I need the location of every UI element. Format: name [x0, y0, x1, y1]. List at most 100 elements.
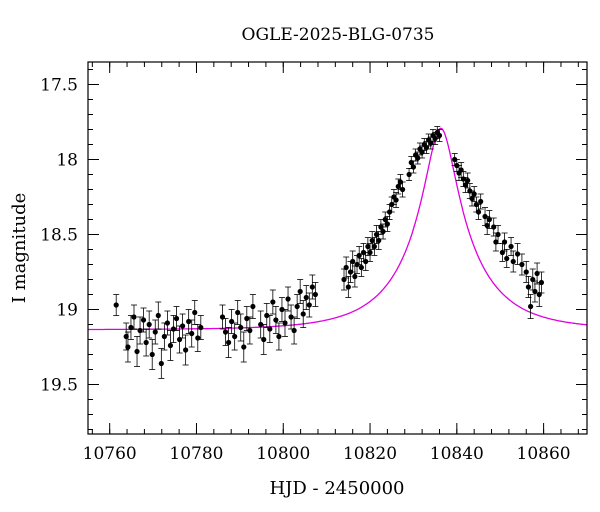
data-point [495, 231, 501, 238]
data-point [146, 321, 152, 328]
data-point [378, 224, 384, 230]
data-point [345, 284, 351, 290]
data-point [143, 339, 149, 346]
data-point [250, 303, 256, 310]
data-point [484, 222, 490, 229]
data-point [393, 197, 399, 203]
y-tick-label: 18 [56, 151, 78, 171]
y-axis-label: I magnitude [9, 193, 30, 304]
data-point [525, 284, 532, 290]
data-point [376, 237, 382, 244]
data-point [356, 252, 362, 259]
data-point [410, 164, 417, 170]
x-tick-label: 10760 [83, 444, 137, 464]
data-point [436, 132, 443, 139]
data-point [363, 258, 369, 265]
data-point [192, 309, 198, 316]
data-point [519, 261, 525, 268]
x-tick-label: 10780 [169, 444, 223, 464]
data-point [267, 326, 273, 332]
data-point [395, 183, 401, 190]
data-point [179, 323, 186, 329]
data-point [365, 243, 371, 250]
data-point [538, 279, 545, 286]
data-point [264, 312, 270, 319]
data-point [514, 251, 521, 257]
data-point [279, 306, 285, 313]
model-curve [88, 127, 588, 331]
data-point [350, 258, 356, 265]
data-point [270, 299, 276, 305]
data-point [504, 255, 510, 262]
data-point [125, 344, 131, 350]
data-point [149, 351, 155, 358]
data-point [158, 360, 164, 367]
data-point [276, 333, 282, 340]
data-point [123, 333, 129, 340]
data-point [415, 155, 421, 161]
data-point [469, 195, 475, 202]
data-point [491, 224, 497, 230]
data-point [294, 303, 300, 310]
y-tick-label: 17.5 [40, 76, 78, 96]
data-point [527, 303, 534, 310]
data-point [303, 294, 309, 301]
data-point [358, 264, 364, 271]
data-point [238, 324, 244, 331]
x-tick-label: 10800 [256, 444, 310, 464]
data-point [343, 264, 349, 271]
data-point [471, 191, 477, 197]
chart-title: OGLE-2025-BLG-0735 [242, 25, 435, 45]
data-point [486, 216, 492, 223]
major-ticks [88, 62, 587, 434]
data-point [371, 243, 377, 250]
data-point [241, 344, 247, 350]
data-point [534, 270, 540, 277]
y-tick-label: 19 [56, 301, 78, 321]
data-point [510, 258, 516, 265]
data-point [273, 317, 279, 323]
data-point [282, 320, 288, 326]
data-point [258, 321, 264, 328]
data-point [134, 348, 140, 355]
data-point [291, 327, 297, 334]
y-tick-label: 18.5 [40, 226, 78, 246]
x-axis-label: HJD - 2450000 [269, 478, 404, 499]
data-point [113, 302, 119, 308]
data-points-layer [113, 126, 545, 379]
data-point [164, 320, 171, 326]
data-point [285, 296, 291, 302]
data-point [312, 291, 318, 298]
data-point [222, 329, 229, 335]
data-point [131, 314, 137, 320]
x-tick-label: 10840 [430, 444, 484, 464]
data-point [306, 302, 312, 308]
data-point [309, 284, 315, 290]
model-curve-layer [88, 127, 588, 331]
data-point [261, 336, 267, 343]
data-point [300, 311, 306, 317]
data-point [183, 347, 189, 353]
data-point [198, 324, 204, 331]
data-point [369, 237, 375, 244]
data-point [478, 198, 484, 205]
tick-labels: 10760 10780 10800 10820 10840 10860 17.5 18 18.5… [40, 76, 571, 465]
data-point [406, 171, 412, 178]
data-point [173, 315, 180, 322]
x-tick-label: 10820 [343, 444, 397, 464]
data-point [189, 330, 195, 337]
data-point [475, 209, 482, 215]
data-point [380, 228, 386, 235]
data-point [523, 269, 529, 275]
data-point [297, 288, 303, 295]
data-point [373, 231, 380, 238]
data-point [465, 177, 471, 184]
data-point [352, 273, 358, 280]
data-point [382, 216, 388, 223]
data-point [225, 339, 232, 346]
data-point [155, 312, 161, 319]
data-point [501, 239, 508, 245]
data-point [152, 329, 158, 335]
data-point [462, 182, 469, 188]
